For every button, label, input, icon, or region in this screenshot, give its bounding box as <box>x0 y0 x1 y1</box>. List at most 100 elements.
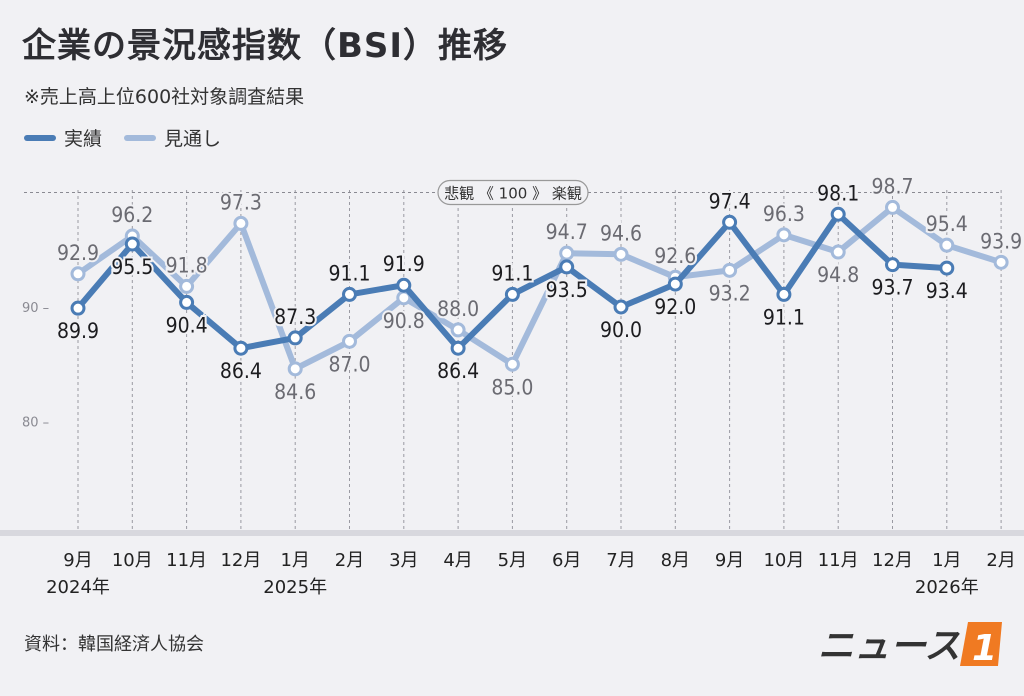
reference-label-box <box>437 179 589 206</box>
legend-item-forecast: 見通し <box>124 124 221 151</box>
actual-point-9 <box>559 259 575 275</box>
actual-label-7: 86.4 <box>437 359 479 383</box>
x-tick-1: 10月 <box>112 550 153 571</box>
logo-mark <box>960 622 1002 666</box>
forecast-series-line <box>75 204 1005 372</box>
actual-point-4 <box>287 330 303 346</box>
x-tick-11: 8月 <box>661 550 690 571</box>
actual-label-8: 91.1 <box>491 261 533 285</box>
x-tick-17: 2月 <box>986 550 1015 571</box>
forecast-point-10 <box>613 246 629 262</box>
forecast-label-5: 87.0 <box>328 352 370 376</box>
actual-point-6 <box>396 277 412 293</box>
x-tick-0: 9月 <box>63 550 92 571</box>
legend-swatch-forecast <box>124 134 157 141</box>
y-tick-80: 80 – <box>22 416 49 431</box>
reference-label-text: 悲観 《 100 》 楽観 <box>444 185 582 203</box>
actual-point-0 <box>70 300 86 316</box>
actual-label-14: 98.1 <box>817 181 859 205</box>
legend-label-forecast: 見通し <box>164 128 222 150</box>
x-tick-3: 12月 <box>220 550 261 571</box>
source-note: 資料：韓国経済人協会 <box>24 634 204 655</box>
forecast-label-8: 85.0 <box>491 375 533 399</box>
actual-label-10: 90.0 <box>600 318 642 342</box>
x-tick-16: 1月 <box>932 550 961 571</box>
forecast-label-11: 92.6 <box>654 244 696 268</box>
forecast-label-13: 96.3 <box>763 202 805 226</box>
x-tick-4: 1月 <box>280 550 309 571</box>
actual-label-15: 93.7 <box>871 276 913 300</box>
forecast-point-2 <box>179 278 195 294</box>
x-tick-6: 3月 <box>389 550 418 571</box>
x-tick-9: 6月 <box>552 550 581 571</box>
forecast-point-4 <box>287 361 303 377</box>
forecast-label-7: 88.0 <box>437 297 479 321</box>
forecast-point-12 <box>722 262 738 278</box>
forecast-point-15 <box>885 199 900 215</box>
actual-label-1: 95.5 <box>111 255 153 279</box>
reference-label: 悲観 《 100 》 楽観 <box>437 179 589 206</box>
forecast-label-12: 93.2 <box>709 281 751 305</box>
x-tick-14: 11月 <box>818 550 859 571</box>
subtitle: ※売上高上位600社対象調査結果 <box>24 86 305 108</box>
forecast-label-4: 84.6 <box>274 380 316 404</box>
forecast-point-13 <box>776 227 792 243</box>
actual-label-11: 92.0 <box>654 295 696 319</box>
actual-label-3: 86.4 <box>220 359 262 383</box>
actual-point-2 <box>179 294 195 310</box>
x-tick-10: 7月 <box>606 550 635 571</box>
forecast-label-0: 92.9 <box>57 241 99 265</box>
legend-item-actual: 実績 <box>24 124 102 151</box>
forecast-point-9 <box>559 245 575 261</box>
forecast-label-6: 90.8 <box>383 309 425 333</box>
x-axis-band <box>0 530 1024 536</box>
year-label-4: 2025年 <box>263 577 327 598</box>
forecast-label-14: 94.8 <box>817 263 859 287</box>
x-tick-7: 4月 <box>443 550 472 571</box>
actual-point-3 <box>233 340 249 356</box>
forecast-point-17 <box>993 254 1009 270</box>
actual-label-16: 93.4 <box>926 279 968 303</box>
x-tick-15: 12月 <box>872 550 913 571</box>
actual-point-15 <box>885 257 900 273</box>
x-tick-2: 11月 <box>166 550 207 571</box>
forecast-point-5 <box>342 333 357 349</box>
actual-label-9: 93.5 <box>546 278 588 302</box>
legend-label-actual: 実績 <box>64 128 103 150</box>
forecast-label-10: 94.6 <box>600 221 642 245</box>
forecast-point-14 <box>830 244 846 260</box>
actual-point-7 <box>450 340 466 356</box>
actual-label-0: 89.9 <box>57 319 99 343</box>
x-tick-13: 10月 <box>763 550 804 571</box>
actual-label-5: 91.1 <box>328 261 370 285</box>
actual-label-4: 87.3 <box>274 305 316 329</box>
year-label-0: 2024年 <box>46 577 110 598</box>
actual-point-12 <box>722 214 738 230</box>
forecast-label-1: 96.2 <box>111 203 153 227</box>
legend: 実績 見通し <box>24 124 243 151</box>
actual-label-12: 97.4 <box>709 189 751 213</box>
forecast-point-16 <box>939 237 955 253</box>
legend-swatch-actual <box>24 134 56 141</box>
forecast-point-8 <box>504 356 520 372</box>
actual-label-2: 90.4 <box>166 313 208 337</box>
forecast-label-3: 97.3 <box>220 190 262 214</box>
actual-label-13: 91.1 <box>763 305 805 329</box>
x-tick-12: 9月 <box>715 550 744 571</box>
forecast-label-17: 93.9 <box>980 229 1022 253</box>
actual-point-8 <box>504 286 520 302</box>
actual-point-13 <box>776 286 792 302</box>
actual-point-10 <box>613 299 629 315</box>
year-label-16: 2026年 <box>915 577 979 598</box>
actual-point-11 <box>667 276 683 292</box>
forecast-label-16: 95.4 <box>926 212 968 236</box>
forecast-label-15: 98.7 <box>871 174 913 198</box>
forecast-label-9: 94.7 <box>546 220 588 244</box>
x-tick-5: 2月 <box>335 550 364 571</box>
actual-point-14 <box>830 206 846 222</box>
forecast-point-3 <box>233 215 249 231</box>
x-tick-8: 5月 <box>498 550 527 571</box>
actual-label-6: 91.9 <box>383 252 425 276</box>
logo-text: ニュース <box>818 626 960 667</box>
